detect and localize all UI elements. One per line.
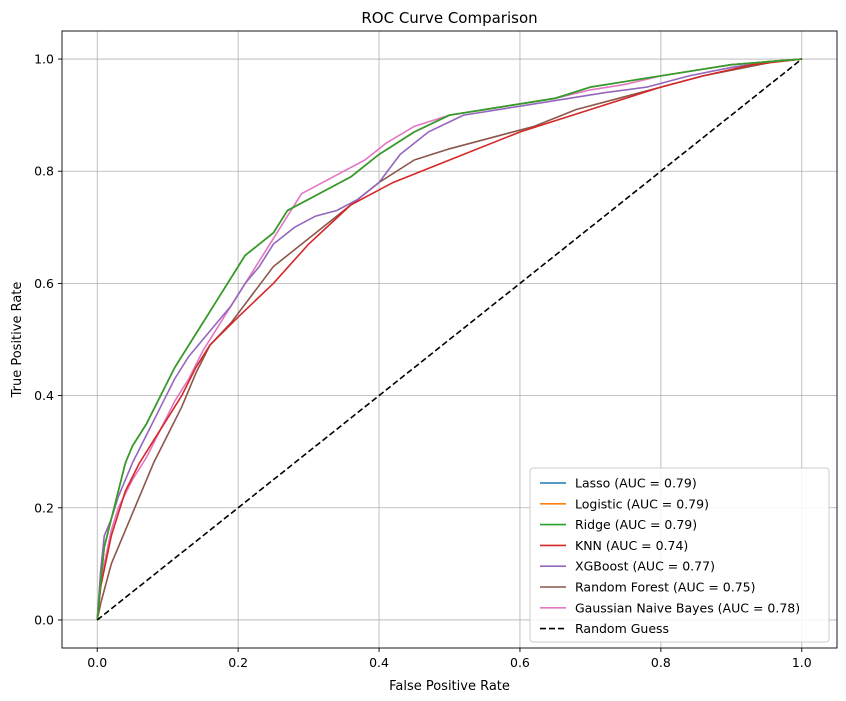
y-tick-label: 0.4: [34, 388, 54, 403]
legend-label: Lasso (AUC = 0.79): [575, 476, 697, 491]
x-axis-label: False Positive Rate: [389, 679, 510, 694]
y-tick-label: 0.0: [34, 612, 54, 627]
series-line-5: [96, 58, 802, 621]
x-tick-label: 0.6: [510, 655, 530, 670]
y-axis-label: True Positive Rate: [10, 282, 25, 399]
plot-frame: [61, 30, 838, 649]
x-tick-label: 0.0: [87, 655, 107, 670]
legend-box: [529, 467, 830, 643]
legend-label: KNN (AUC = 0.74): [575, 538, 688, 553]
x-tick-label: 0.4: [369, 655, 389, 670]
series-line-7: [96, 58, 803, 621]
y-tick-label: 0.2: [34, 500, 54, 515]
grid: [62, 31, 837, 648]
legend-label: Gaussian Naive Bayes (AUC = 0.78): [575, 600, 800, 615]
series-line-3: [96, 58, 802, 621]
series-line-6: [96, 58, 802, 621]
x-tick-label: 0.2: [228, 655, 248, 670]
x-tick-label: 0.8: [651, 655, 671, 670]
legend-label: XGBoost (AUC = 0.77): [575, 559, 715, 574]
series-line-4: [96, 58, 802, 621]
ticks: 0.0 0.2 0.4 0.6 0.8 1.0 0.0 0.2 0.4 0.6 0.8 1.0: [34, 52, 812, 670]
x-tick-label: 1.0: [792, 655, 812, 670]
y-tick-label: 1.0: [34, 52, 54, 67]
legend-label: Random Forest (AUC = 0.75): [575, 580, 756, 595]
legend: Lasso (AUC = 0.79) Logistic (AUC = 0.79) R…: [529, 467, 830, 643]
legend-label: Ridge (AUC = 0.79): [575, 517, 697, 532]
legend-label: Logistic (AUC = 0.79): [575, 496, 709, 511]
y-tick-label: 0.6: [34, 276, 54, 291]
legend-label: Random Guess: [575, 621, 669, 636]
series-line-2: [96, 58, 802, 621]
series-layer: [96, 58, 803, 621]
chart-title: ROC Curve Comparison: [361, 9, 537, 27]
y-tick-label: 0.8: [34, 164, 54, 179]
